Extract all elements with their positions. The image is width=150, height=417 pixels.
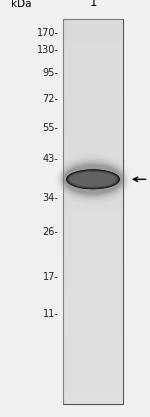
Bar: [63, 122, 123, 135]
Bar: [63, 109, 123, 122]
Ellipse shape: [67, 170, 119, 188]
Ellipse shape: [68, 171, 118, 188]
Ellipse shape: [69, 172, 117, 187]
Text: 72-: 72-: [42, 94, 58, 104]
Bar: [63, 19, 123, 404]
Bar: [63, 263, 123, 276]
Text: 95-: 95-: [43, 68, 58, 78]
Ellipse shape: [69, 171, 117, 187]
Bar: [63, 57, 123, 70]
Ellipse shape: [67, 170, 119, 188]
Ellipse shape: [66, 169, 120, 189]
Bar: [63, 173, 123, 186]
Bar: [63, 379, 123, 392]
Bar: [63, 314, 123, 327]
Bar: [63, 199, 123, 212]
Text: 34-: 34-: [43, 193, 58, 203]
Bar: [63, 160, 123, 173]
Ellipse shape: [69, 171, 117, 187]
Bar: [63, 250, 123, 263]
Ellipse shape: [62, 163, 124, 196]
Bar: [63, 224, 123, 237]
Ellipse shape: [70, 172, 116, 186]
Bar: [63, 237, 123, 250]
Text: 26-: 26-: [43, 227, 58, 237]
Ellipse shape: [68, 171, 118, 188]
Text: 130-: 130-: [37, 45, 58, 55]
Text: 1: 1: [89, 0, 97, 9]
Bar: [63, 340, 123, 353]
Ellipse shape: [68, 171, 118, 188]
Ellipse shape: [69, 172, 117, 187]
Text: 55-: 55-: [42, 123, 58, 133]
Bar: [63, 147, 123, 160]
Ellipse shape: [69, 171, 117, 187]
Text: 170-: 170-: [36, 28, 58, 38]
Bar: [63, 186, 123, 199]
Bar: [63, 32, 123, 45]
Ellipse shape: [61, 161, 125, 197]
Ellipse shape: [57, 157, 129, 201]
Ellipse shape: [60, 160, 126, 198]
Text: 11-: 11-: [43, 309, 58, 319]
Bar: [63, 353, 123, 366]
Bar: [63, 96, 123, 109]
Ellipse shape: [70, 172, 116, 187]
Ellipse shape: [68, 171, 118, 188]
Bar: [63, 392, 123, 404]
Bar: [63, 366, 123, 379]
Ellipse shape: [63, 164, 123, 194]
Text: kDa: kDa: [11, 0, 31, 9]
Bar: [63, 45, 123, 58]
Bar: [63, 19, 123, 32]
Bar: [63, 276, 123, 289]
Bar: [63, 327, 123, 340]
Text: 43-: 43-: [43, 154, 58, 164]
Ellipse shape: [66, 170, 120, 189]
Ellipse shape: [66, 169, 120, 189]
Ellipse shape: [68, 171, 118, 188]
Bar: [63, 135, 123, 147]
Bar: [63, 289, 123, 301]
Bar: [63, 83, 123, 96]
Ellipse shape: [70, 172, 116, 186]
Ellipse shape: [59, 158, 127, 200]
Bar: [63, 70, 123, 83]
Bar: [63, 212, 123, 224]
Ellipse shape: [67, 170, 119, 188]
Text: 17-: 17-: [43, 272, 58, 282]
Ellipse shape: [67, 170, 119, 189]
Bar: [63, 301, 123, 314]
